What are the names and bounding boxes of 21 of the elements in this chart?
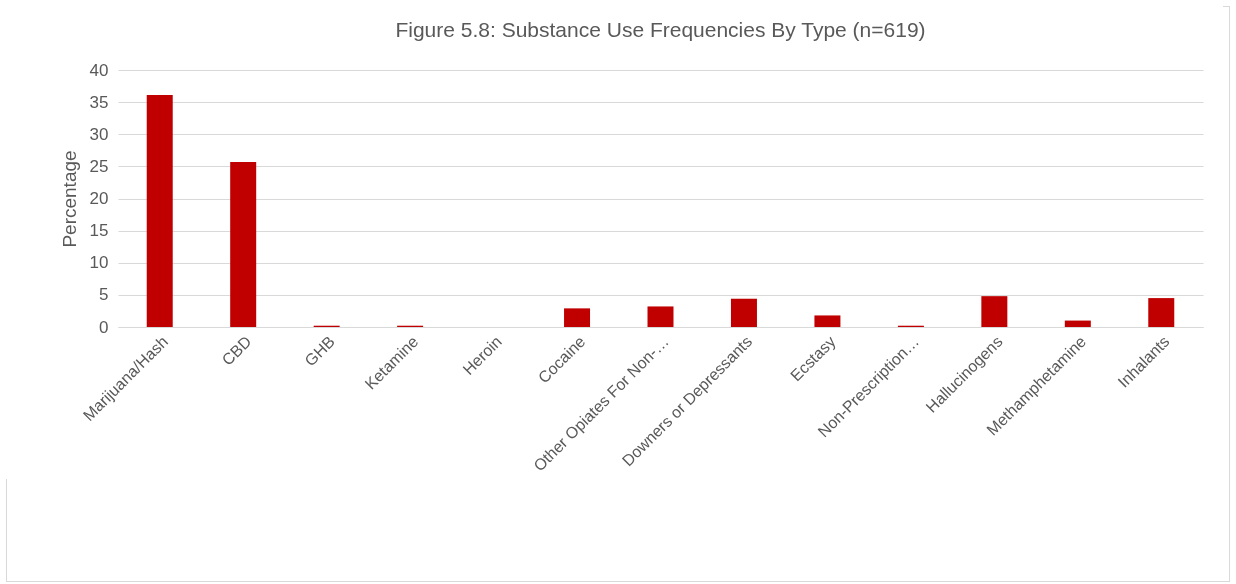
y-tick-label: 15 [89,221,109,241]
chart-title: Figure 5.8: Substance Use Frequencies By Type (n=619) [395,18,926,41]
y-tick-label: 40 [89,60,109,80]
bar [647,306,674,327]
y-tick-label: 30 [89,124,109,144]
x-tick-label: CBD [218,332,255,369]
bar [814,315,841,327]
bar [1064,320,1091,327]
y-tick-label: 20 [89,189,109,208]
y-tick-label: 35 [89,92,109,112]
y-tick-label: 5 [99,285,109,305]
bar [146,95,173,327]
bar [564,308,591,327]
bar [230,161,257,327]
bar [981,296,1008,327]
y-tick-label: 0 [99,317,109,337]
bar [1148,298,1175,327]
bar [730,298,757,327]
y-tick-label: 10 [89,253,109,273]
y-axis-title: Percentage [58,150,80,248]
y-tick-label: 25 [89,156,109,176]
